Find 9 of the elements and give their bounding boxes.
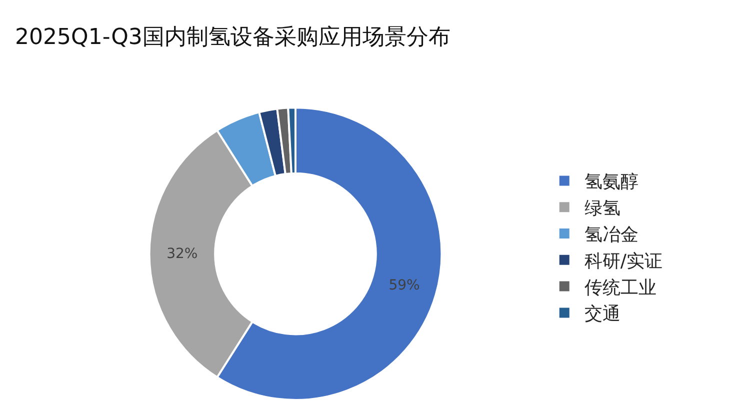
legend-label: 绿氢 [584,198,620,220]
legend-label: 科研/实证 [584,250,662,272]
chart-title: 2025Q1-Q3国内制氢设备采购应用场景分布 [15,25,450,50]
legend-label: 传统工业 [584,277,656,298]
legend-label: 氢氨醇 [584,172,638,193]
data-label: 59% [388,277,420,294]
legend-label: 交通 [584,304,620,325]
data-label: 32% [166,246,198,262]
legend-label: 氢冶金 [584,224,638,246]
